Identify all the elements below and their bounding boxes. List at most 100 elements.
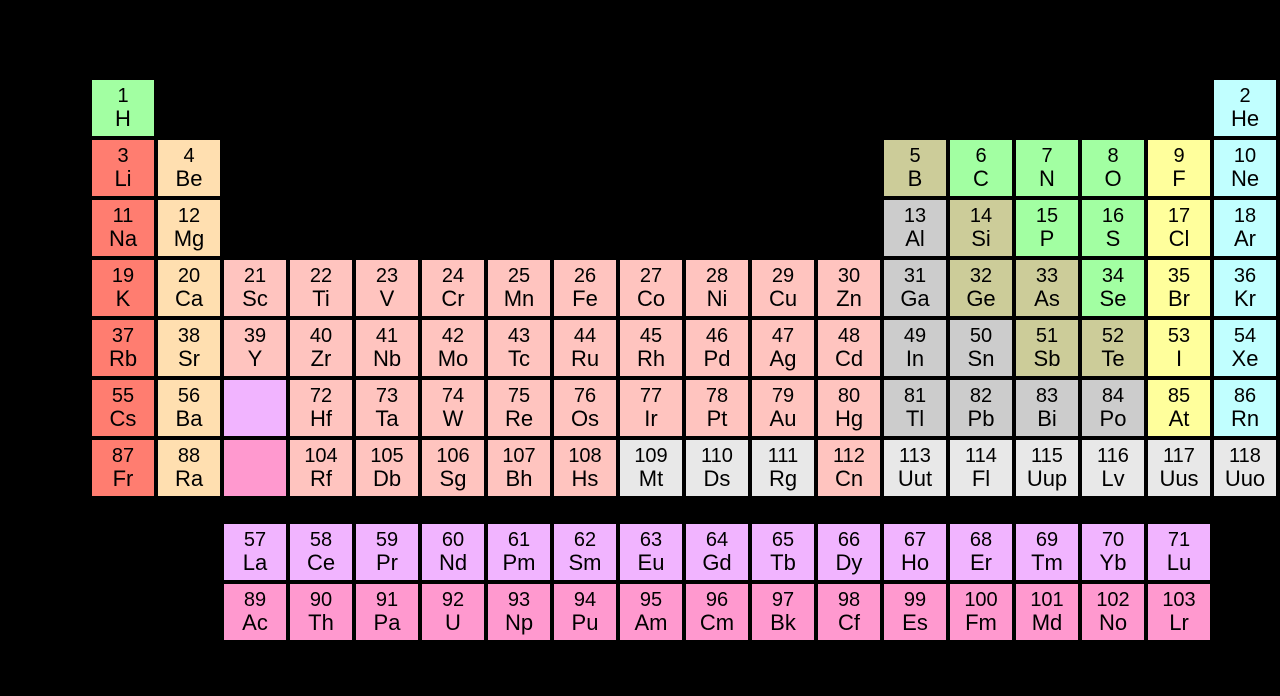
atomic-number: 94 (574, 590, 596, 611)
element-symbol: Li (114, 167, 131, 190)
element-Nd: 60Nd (420, 522, 486, 582)
element-symbol: Pa (374, 611, 401, 634)
atomic-number: 32 (970, 266, 992, 287)
atomic-number: 113 (899, 446, 931, 467)
atomic-number: 77 (640, 386, 662, 407)
element-symbol: Dy (836, 551, 863, 574)
element-symbol: H (115, 107, 131, 130)
element-symbol: Hg (835, 407, 863, 430)
atomic-number: 84 (1102, 386, 1124, 407)
atomic-number: 97 (772, 590, 794, 611)
element-K: 19K (90, 258, 156, 318)
element-Es: 99Es (882, 582, 948, 642)
atomic-number: 50 (970, 326, 992, 347)
atomic-number: 103 (1162, 590, 1195, 611)
element-symbol: Cn (835, 467, 863, 490)
atomic-number: 99 (904, 590, 926, 611)
element-Bi: 83Bi (1014, 378, 1080, 438)
element-Hg: 80Hg (816, 378, 882, 438)
element-symbol: Pm (503, 551, 536, 574)
atomic-number: 37 (112, 326, 134, 347)
atomic-number: 56 (178, 386, 200, 407)
element-symbol: Mo (438, 347, 469, 370)
atomic-number: 87 (112, 446, 134, 467)
element-symbol: Ru (571, 347, 599, 370)
element-symbol: Ti (312, 287, 330, 310)
atomic-number: 10 (1234, 146, 1256, 167)
element-symbol: Lu (1167, 551, 1191, 574)
element-symbol: Br (1168, 287, 1190, 310)
atomic-number: 21 (244, 266, 266, 287)
element-Ni: 28Ni (684, 258, 750, 318)
atomic-number: 80 (838, 386, 860, 407)
element-symbol: Tc (508, 347, 530, 370)
atomic-number: 43 (508, 326, 530, 347)
element-P: 15P (1014, 198, 1080, 258)
element-Ho: 67Ho (882, 522, 948, 582)
element-Cd: 48Cd (816, 318, 882, 378)
element-symbol: Eu (638, 551, 665, 574)
element-symbol: Po (1100, 407, 1127, 430)
element-Md: 101Md (1014, 582, 1080, 642)
element-Rb: 37Rb (90, 318, 156, 378)
element-symbol: Er (970, 551, 992, 574)
atomic-number: 111 (768, 446, 798, 467)
element-Pm: 61Pm (486, 522, 552, 582)
element-Th: 90Th (288, 582, 354, 642)
atomic-number: 60 (442, 530, 464, 551)
atomic-number: 83 (1036, 386, 1058, 407)
element-Ce: 58Ce (288, 522, 354, 582)
element-symbol: Pt (707, 407, 728, 430)
element-Uut: 113Uut (882, 438, 948, 498)
element-symbol: S (1106, 227, 1121, 250)
atomic-number: 117 (1163, 446, 1195, 467)
atomic-number: 20 (178, 266, 200, 287)
element-symbol: Y (248, 347, 263, 370)
element-N: 7N (1014, 138, 1080, 198)
element-Sc: 21Sc (222, 258, 288, 318)
element-symbol: Lr (1169, 611, 1189, 634)
element-Re: 75Re (486, 378, 552, 438)
element-Np: 93Np (486, 582, 552, 642)
atomic-number: 92 (442, 590, 464, 611)
atomic-number: 76 (574, 386, 596, 407)
element-symbol: Te (1101, 347, 1124, 370)
element-Ta: 73Ta (354, 378, 420, 438)
atomic-number: 110 (701, 446, 733, 467)
atomic-number: 90 (310, 590, 332, 611)
element-symbol: Nd (439, 551, 467, 574)
element-symbol: Ca (175, 287, 203, 310)
element-In: 49In (882, 318, 948, 378)
element-No: 102No (1080, 582, 1146, 642)
atomic-number: 19 (112, 266, 134, 287)
atomic-number: 15 (1036, 206, 1058, 227)
element-symbol: Pb (968, 407, 995, 430)
element-symbol: Es (902, 611, 928, 634)
atomic-number: 112 (833, 446, 865, 467)
element-symbol: P (1040, 227, 1055, 250)
element-Fe: 26Fe (552, 258, 618, 318)
atomic-number: 102 (1096, 590, 1129, 611)
element-symbol: Db (373, 467, 401, 490)
element-Sr: 38Sr (156, 318, 222, 378)
atomic-number: 33 (1036, 266, 1058, 287)
element-symbol: C (973, 167, 989, 190)
atomic-number: 6 (975, 146, 986, 167)
element-symbol: Ds (704, 467, 731, 490)
atomic-number: 5 (909, 146, 920, 167)
element-Bh: 107Bh (486, 438, 552, 498)
element-symbol: Co (637, 287, 665, 310)
element-Fl: 114Fl (948, 438, 1014, 498)
element-Na: 11Na (90, 198, 156, 258)
element-symbol: Yb (1100, 551, 1127, 574)
element-Ac: 89Ac (222, 582, 288, 642)
element-symbol: Zr (311, 347, 332, 370)
element-symbol: Ir (644, 407, 657, 430)
element-symbol: Tm (1031, 551, 1063, 574)
atomic-number: 2 (1239, 86, 1250, 107)
element-symbol: Kr (1234, 287, 1256, 310)
element-symbol: Ne (1231, 167, 1259, 190)
element-symbol: Cu (769, 287, 797, 310)
atomic-number: 35 (1168, 266, 1190, 287)
element-symbol: Am (635, 611, 668, 634)
